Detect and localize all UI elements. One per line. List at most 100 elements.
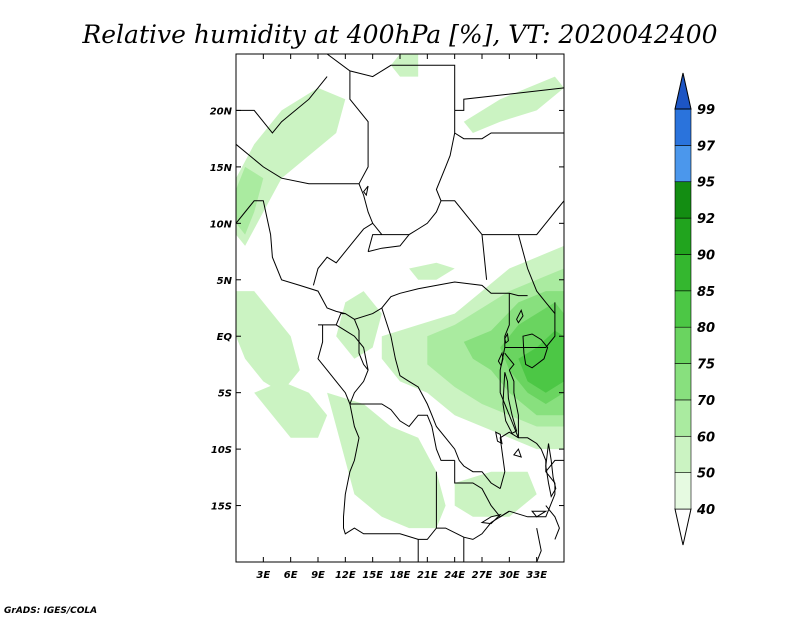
colorbar-segment [674, 472, 692, 510]
humidity-area-east-core [518, 330, 564, 393]
country-borders [236, 54, 564, 562]
border-line-11 [482, 200, 564, 236]
lake-outline-8 [531, 510, 548, 518]
border-line-4 [236, 143, 383, 235]
colorbar-label: 40 [696, 503, 715, 518]
colorbar-label: 95 [697, 176, 715, 191]
colorbar-label: 50 [697, 467, 715, 482]
lat-tick-label: 15N [210, 163, 233, 174]
lon-tick-label: 30E [499, 570, 520, 581]
grads-credit: GrADS: IGES/COLA [4, 606, 97, 616]
border-line-22 [381, 307, 501, 490]
lake-outline-4 [516, 308, 524, 324]
border-line-20 [335, 324, 369, 405]
border-line-32 [545, 459, 564, 473]
colorbar-top-arrow [674, 72, 692, 110]
border-line-14 [499, 293, 519, 438]
lakes [362, 185, 557, 525]
lake-outline-5 [545, 443, 557, 498]
humidity-shading [236, 54, 564, 529]
humidity-area-north-central-patch [409, 262, 455, 280]
border-line-31 [536, 528, 542, 562]
border-line-17 [508, 369, 519, 438]
lat-tick-label: 5N [217, 276, 233, 287]
colorbar-segment [674, 181, 692, 219]
humidity-area-southern-band [327, 392, 446, 529]
lon-tick-label: 9E [311, 570, 325, 581]
border-line-5 [236, 200, 272, 235]
humidity-area-southwest-swirl [254, 381, 328, 438]
border-line-10 [441, 200, 488, 280]
lon-tick-label: 3E [256, 570, 270, 581]
colorbar: 40 50 60 70 75 80 85 90 92 95 97 99 [674, 72, 716, 546]
lon-tick-label: 12E [335, 570, 356, 581]
lat-tick-label: 10S [211, 445, 232, 456]
border-line-7 [312, 222, 373, 286]
lon-tick-label: 18E [390, 570, 411, 581]
map-panel: 20N 15N 10N 5N EQ 5S 10S 15S 3E 6E 9E 12E 15E 18E 21E… [210, 53, 565, 581]
border-line-19 [317, 324, 351, 405]
lake-outline-9 [362, 185, 369, 197]
humidity-area-west-coast-band [236, 291, 300, 393]
border-line-1 [454, 87, 564, 111]
border-line-13 [454, 132, 564, 140]
colorbar-segment [674, 108, 692, 146]
lon-tick-label: 24E [444, 570, 465, 581]
lon-tick-label: 6E [284, 570, 298, 581]
colorbar-segment [674, 399, 692, 437]
border-line-24 [343, 403, 465, 540]
humidity-area-north-west-core [236, 166, 264, 235]
lon-tick-label: 21E [417, 570, 438, 581]
colorbar-label: 70 [697, 394, 715, 409]
border-line-3 [236, 76, 328, 134]
humidity-area-central-west-patch [336, 291, 382, 359]
border-line-9 [367, 234, 410, 253]
lake-outline-10 [513, 448, 523, 458]
lon-tick-label: 27E [472, 570, 493, 581]
colorbar-bottom-arrow [674, 508, 692, 546]
border-line-28 [463, 510, 510, 540]
latitude-axis: 20N 15N 10N 5N EQ 5S 10S 15S [210, 106, 564, 513]
humidity-area-south-east-patch [454, 471, 537, 517]
border-line-21 [353, 319, 369, 371]
colorbar-segment [674, 290, 692, 328]
lat-tick-label: 20N [210, 106, 233, 117]
colorbar-label: 75 [697, 358, 715, 373]
colorbar-label: 60 [697, 430, 715, 445]
colorbar-segment [674, 254, 692, 292]
colorbar-label: 85 [697, 285, 715, 300]
lon-tick-label: 33E [526, 570, 547, 581]
lon-tick-label: 15E [362, 570, 383, 581]
colorbar-label: 90 [697, 248, 715, 263]
border-line-16 [504, 352, 515, 371]
lake-outline-2 [504, 332, 509, 344]
colorbar-segment [674, 217, 692, 255]
lake-outline-7 [480, 513, 502, 525]
border-line-2 [349, 70, 369, 185]
colorbar-label: 80 [697, 321, 715, 336]
lat-tick-label: 15S [211, 502, 232, 513]
colorbar-label: 92 [697, 212, 715, 227]
lake-outline-1 [497, 351, 504, 367]
colorbar-segment [674, 435, 692, 473]
border-line-12 [517, 234, 556, 314]
colorbar-label: 97 [697, 139, 716, 154]
lake-outline-0 [502, 372, 518, 434]
border-line-15 [504, 302, 556, 348]
lake-outline-6 [495, 431, 503, 445]
border-line-33 [545, 505, 560, 540]
colorbar-segment [674, 145, 692, 183]
border-line-26 [454, 460, 510, 518]
colorbar-segment [674, 363, 692, 401]
colorbar-label: 99 [697, 103, 715, 118]
colorbar-segment [674, 326, 692, 364]
border-line-8 [367, 110, 456, 252]
lat-tick-label: EQ [217, 332, 233, 343]
longitude-axis: 3E 6E 9E 12E 15E 18E 21E 24E 27E 30E 33E [256, 54, 547, 581]
humidity-area-north-west-band [236, 87, 346, 246]
lake-outline-3 [522, 333, 549, 369]
border-line-23 [349, 403, 455, 461]
lat-tick-label: 5S [218, 389, 232, 400]
map-title: Relative humidity at 400hPa [%], VT: 202… [81, 20, 717, 49]
